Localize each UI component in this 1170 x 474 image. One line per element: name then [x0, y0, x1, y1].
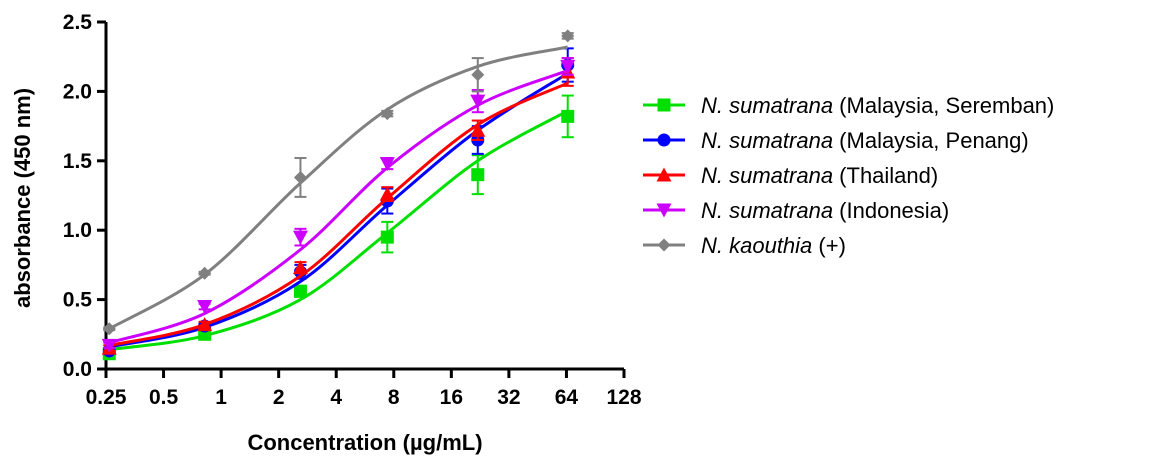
y-tick-label: 1.0 — [63, 219, 92, 242]
legend-label-origin: (Thailand) — [833, 163, 938, 188]
legend-label-species: N. sumatrana — [701, 198, 833, 223]
data-point — [379, 157, 395, 172]
x-tick-label: 1 — [215, 386, 227, 409]
x-tick-label: 0.5 — [149, 386, 179, 409]
data-point — [561, 109, 575, 123]
data-point — [471, 168, 485, 182]
data-point — [470, 94, 486, 109]
x-tick-label: 128 — [606, 386, 641, 409]
y-tick-label: 1.5 — [63, 150, 93, 173]
data-point — [197, 300, 213, 315]
data-point — [380, 230, 394, 244]
legend-label-species: N. sumatrana — [701, 128, 833, 153]
legend-label: N. sumatrana (Malaysia, Seremban) — [701, 93, 1054, 118]
x-tick-label: 0.25 — [86, 386, 127, 409]
data-point — [293, 170, 307, 184]
legend-label-origin: (+) — [812, 233, 846, 258]
legend-item-4: N. kaouthia (+) — [643, 233, 846, 258]
legend-swatch-marker — [657, 238, 671, 252]
legend-label: N. sumatrana (Thailand) — [701, 163, 938, 188]
data-point — [198, 266, 212, 280]
series-3 — [101, 57, 576, 353]
legend-item-0: N. sumatrana (Malaysia, Seremban) — [643, 93, 1054, 118]
series-curve — [108, 69, 569, 345]
legend-label: N. sumatrana (Malaysia, Penang) — [701, 128, 1029, 153]
y-tick-label: 0.0 — [63, 358, 92, 381]
legend-item-1: N. sumatrana (Malaysia, Penang) — [643, 128, 1029, 153]
legend-item-3: N. sumatrana (Indonesia) — [643, 198, 949, 223]
data-point — [197, 317, 213, 332]
legend-label-origin: (Malaysia, Seremban) — [833, 93, 1054, 118]
x-tick-label: 2 — [273, 386, 285, 409]
series-curve — [108, 45, 569, 331]
legend-swatch-marker — [657, 133, 671, 147]
x-tick-label: 64 — [555, 386, 579, 409]
data-point — [101, 338, 117, 353]
x-tick-label: 32 — [497, 386, 520, 409]
y-tick-label: 2.5 — [63, 11, 93, 34]
x-axis-title: Concentration (µg/mL) — [247, 430, 482, 455]
y-tick-label: 2.0 — [63, 80, 92, 103]
legend-label: N. kaouthia (+) — [701, 233, 846, 258]
y-tick-label: 0.5 — [63, 289, 93, 312]
data-point — [292, 260, 308, 275]
legend-swatch-marker — [656, 203, 672, 218]
legend-swatch-marker — [657, 98, 671, 112]
data-point — [561, 29, 575, 43]
legend-label-species: N. kaouthia — [701, 233, 812, 258]
y-axis-title: absorbance (450 nm) — [10, 88, 35, 308]
data-point — [379, 186, 395, 201]
x-tick-label: 8 — [388, 386, 400, 409]
data-point — [102, 322, 116, 336]
legend-label: N. sumatrana (Indonesia) — [701, 198, 949, 223]
series-4 — [102, 29, 575, 336]
data-point — [292, 230, 308, 245]
legend-label-species: N. sumatrana — [701, 163, 833, 188]
data-point — [380, 107, 394, 121]
legend-label-origin: (Indonesia) — [833, 198, 949, 223]
series-curve — [108, 81, 569, 347]
data-point — [560, 59, 576, 74]
x-tick-label: 16 — [440, 386, 463, 409]
data-point — [470, 122, 486, 137]
series-0 — [102, 94, 575, 361]
series-2 — [101, 57, 576, 355]
data-point — [293, 284, 307, 298]
x-tick-label: 4 — [330, 386, 342, 409]
legend-label-species: N. sumatrana — [701, 93, 833, 118]
data-point — [471, 68, 485, 82]
legend-swatch-marker — [656, 167, 672, 182]
legend-label-origin: (Malaysia, Penang) — [833, 128, 1029, 153]
legend-item-2: N. sumatrana (Thailand) — [643, 163, 938, 188]
